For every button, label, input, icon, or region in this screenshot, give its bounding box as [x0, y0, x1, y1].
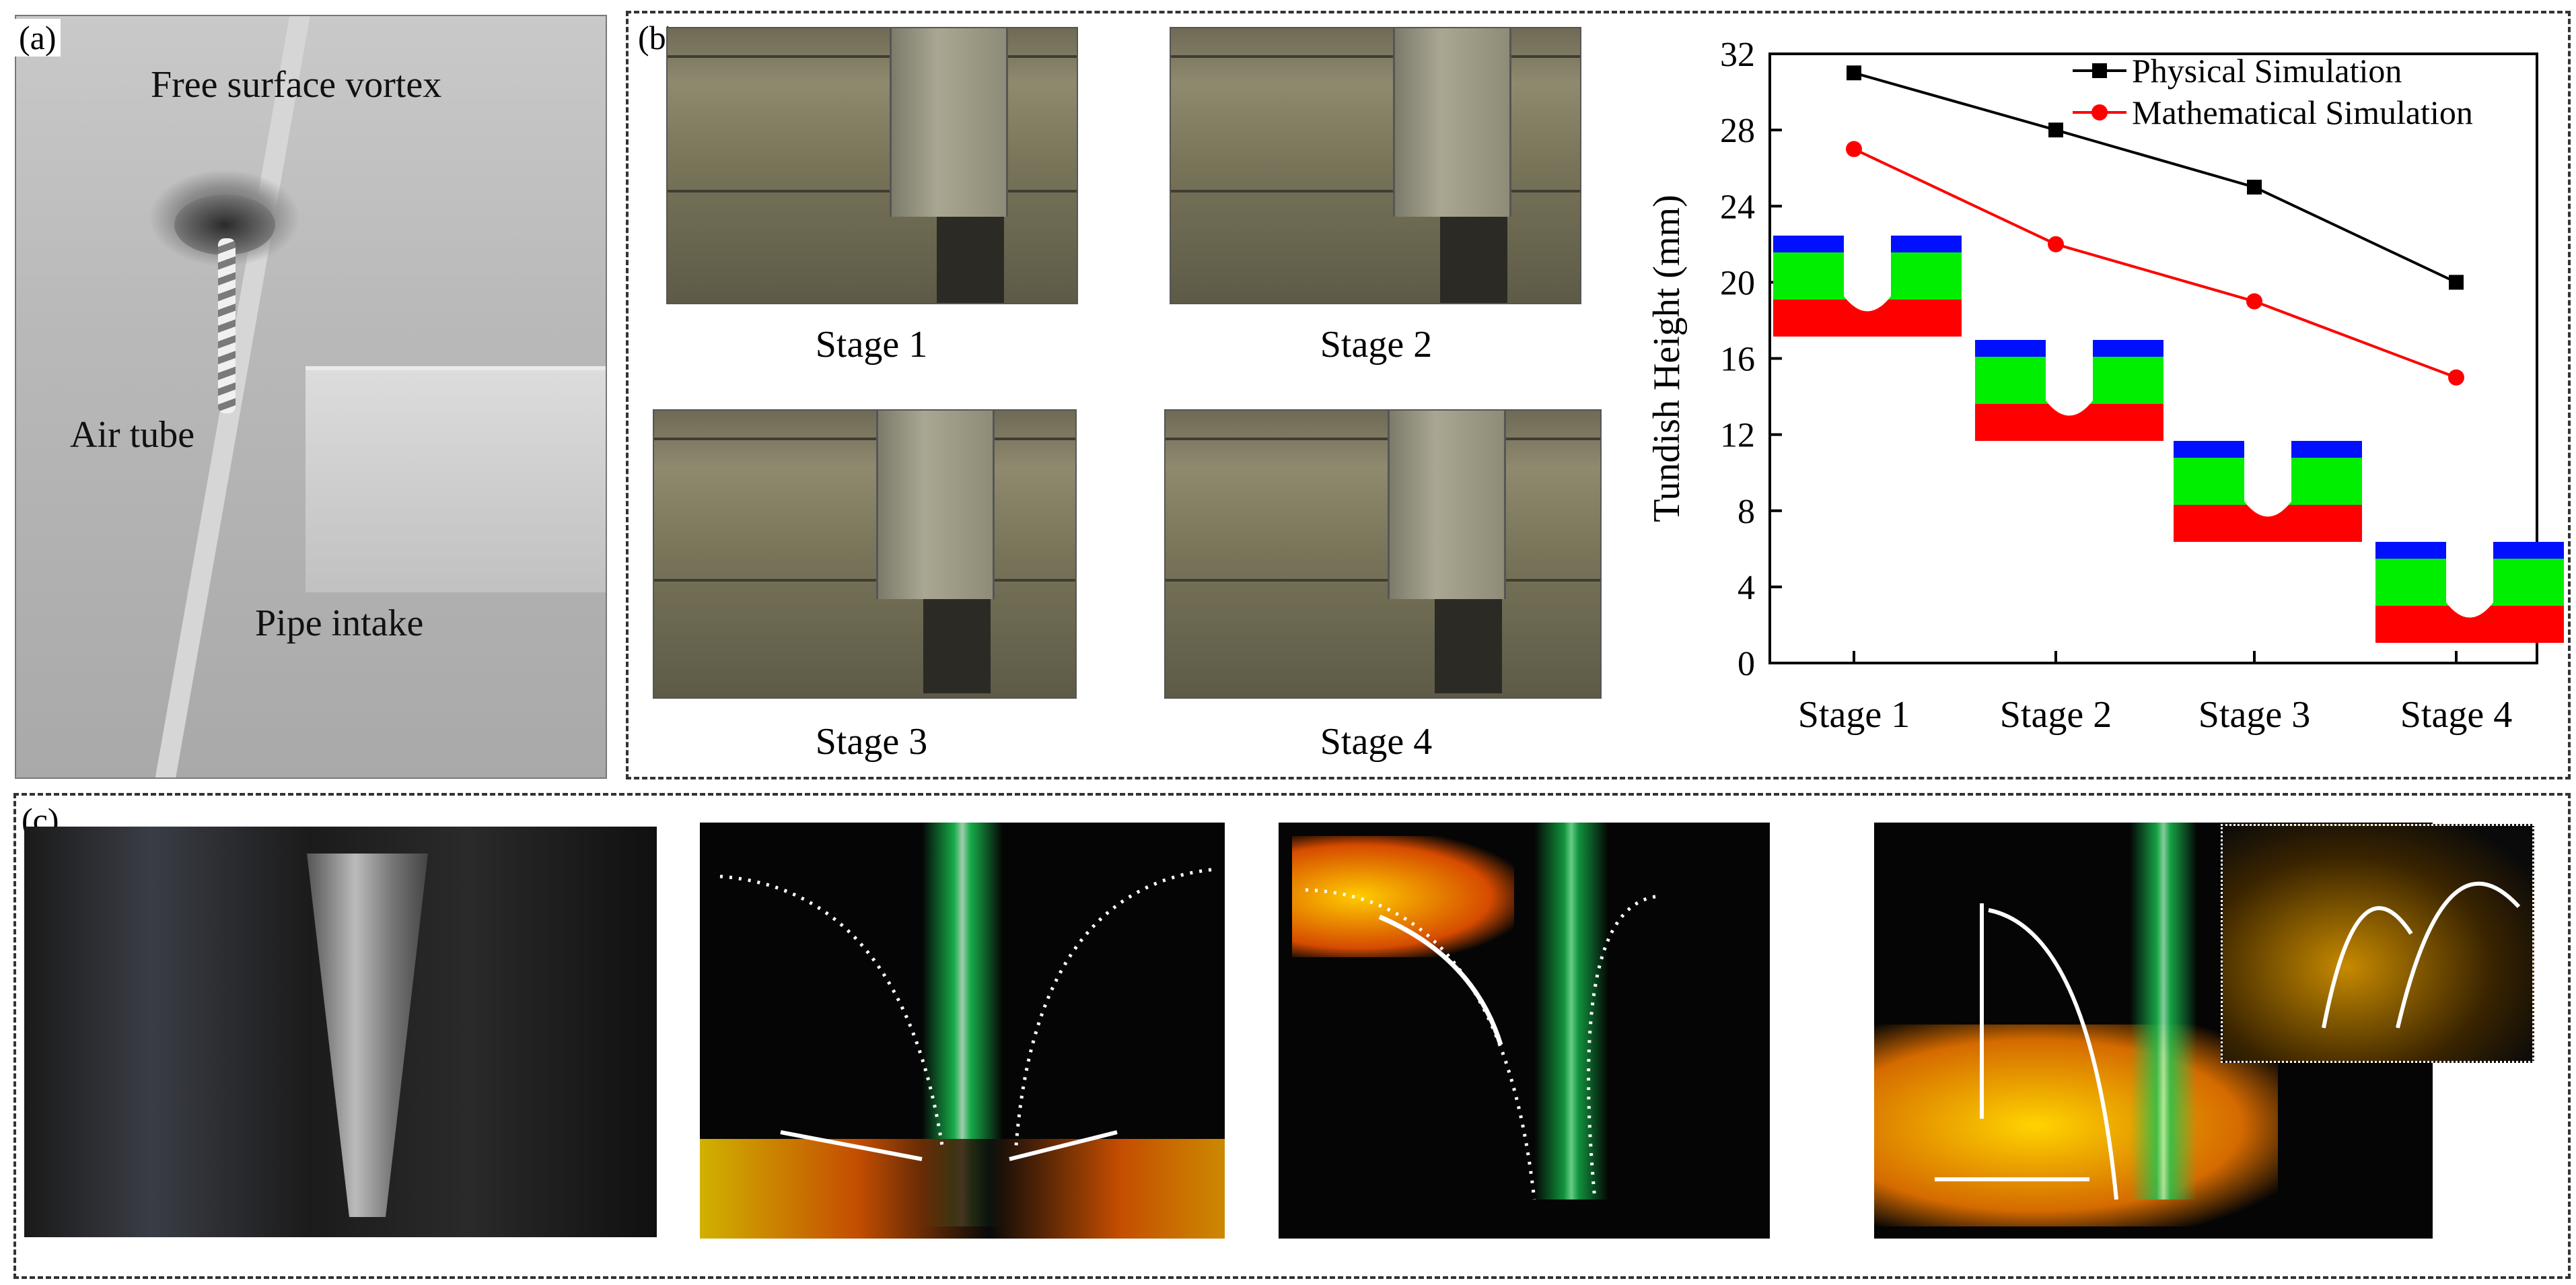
y-tick-label-20: 20 [1720, 264, 1755, 302]
stage-2-caption: Stage 2 [1320, 324, 1433, 366]
legend-label-1: Physical Simulation [2132, 52, 2402, 90]
label-free-surface-vortex: Free surface vortex [151, 64, 442, 106]
zoom-inset-photo [2221, 824, 2534, 1063]
series-2-point-2 [2048, 236, 2064, 252]
x-tick-label-3: Stage 3 [2198, 694, 2310, 736]
series-1-point-1 [1847, 65, 1861, 81]
x-tick-label-2: Stage 2 [2000, 694, 2112, 736]
stage-4-photo [1164, 409, 1602, 699]
series-line-1 [1853, 71, 2457, 284]
y-tick-label-28: 28 [1720, 112, 1755, 150]
label-pipe-intake: Pipe intake [255, 602, 424, 644]
series-2-point-1 [1846, 141, 1862, 158]
legend-label-2: Mathematical Simulation [2132, 94, 2473, 131]
y-tick-label-4: 4 [1738, 569, 1755, 607]
stage-4-caption: Stage 4 [1320, 721, 1433, 763]
stage-1-caption: Stage 1 [815, 324, 928, 366]
y-tick-label-32: 32 [1720, 36, 1755, 74]
y-tick-label-12: 12 [1720, 417, 1755, 455]
stage-1-photo [666, 27, 1078, 304]
tundish-inset-3 [2174, 441, 2362, 542]
tundish-height-chart: 0 4 8 12 16 20 24 28 32 Tundish Height (mm) Stage … [1646, 36, 2564, 736]
y-tick-label-0: 0 [1738, 645, 1755, 683]
series-2-point-4 [2448, 369, 2464, 386]
tundish-inset-2 [1975, 340, 2163, 441]
flow-visualization-photo-1 [700, 823, 1225, 1239]
y-tick-label-16: 16 [1720, 341, 1755, 379]
panel-a-tag: (a) [15, 19, 61, 57]
air-tube [218, 238, 236, 413]
x-tick-label-1: Stage 1 [1798, 694, 1910, 736]
stage-3-photo [653, 409, 1077, 699]
series-1-point-4 [2449, 275, 2464, 290]
flow-visualization-photo-2 [1279, 823, 1770, 1239]
y-tick-label-24: 24 [1720, 188, 1755, 226]
panel-b-frame [626, 11, 2571, 779]
y-tick-label-8: 8 [1738, 493, 1755, 531]
series-1-point-2 [2048, 123, 2063, 138]
stage-3-caption: Stage 3 [815, 721, 928, 763]
tundish-inset-4 [2375, 542, 2564, 643]
legend-marker-1 [2092, 63, 2107, 78]
series-2-point-3 [2246, 293, 2262, 310]
pipe-intake-structure [306, 366, 606, 592]
tundish-inset-1 [1773, 236, 1962, 337]
legend-marker-2 [2091, 104, 2108, 120]
series-1-point-3 [2247, 179, 2262, 195]
x-tick-label-4: Stage 4 [2400, 694, 2512, 736]
series-line-2 [1853, 147, 2457, 379]
y-axis-label: Tundish Height (mm) [1646, 195, 1688, 522]
vortex-tank-photo [24, 827, 657, 1237]
label-air-tube: Air tube [70, 414, 195, 456]
free-surface-vortex-photo: Free surface vortex Air tube Pipe intake [15, 15, 607, 779]
panel-c-frame [13, 793, 2571, 1279]
stage-2-photo [1170, 27, 1581, 304]
